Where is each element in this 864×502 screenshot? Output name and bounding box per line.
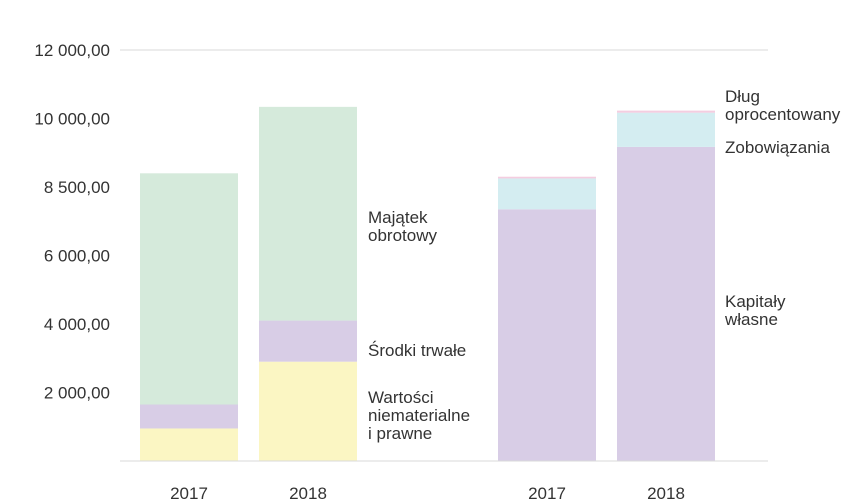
x-category-label: 2017 [528,484,566,502]
bar-segment [140,404,238,429]
bar-segment [617,146,715,462]
bar-segment [259,106,357,321]
series-annotation-label: własne [724,310,778,329]
series-annotation-label: oprocentowany [725,105,841,124]
series-annotation-label: Zobowiązania [725,138,830,157]
bar-segment [259,320,357,362]
bar-segment [498,209,596,461]
series-annotation-label: Majątek [368,208,428,227]
bar-segment [140,428,238,461]
series-annotation-label: Kapitały [725,292,786,311]
bar-segment [140,173,238,405]
y-tick-label: 10 000,00 [34,110,110,129]
x-category-label: 2018 [647,484,685,502]
y-tick-label: 6 000,00 [44,247,110,266]
y-tick-label: 8 500,00 [44,178,110,197]
bar-segment [498,176,596,179]
series-annotation-label: Wartości [368,388,434,407]
series-annotation-label: obrotowy [368,226,437,245]
series-annotation-label: i prawne [368,424,432,443]
series-annotation-label: Dług [725,87,760,106]
series-annotation-label: Środki trwałe [368,341,466,360]
y-tick-label: 2 000,00 [44,384,110,403]
bar-segment [617,110,715,113]
y-tick-label: 12 000,00 [34,41,110,60]
x-category-label: 2017 [170,484,208,502]
y-tick-label: 4 000,00 [44,315,110,334]
bar-segment [259,361,357,461]
x-category-label: 2018 [289,484,327,502]
bar-segment [498,178,596,210]
bar-segment [617,112,715,147]
series-annotation-label: niematerialne [368,406,470,425]
